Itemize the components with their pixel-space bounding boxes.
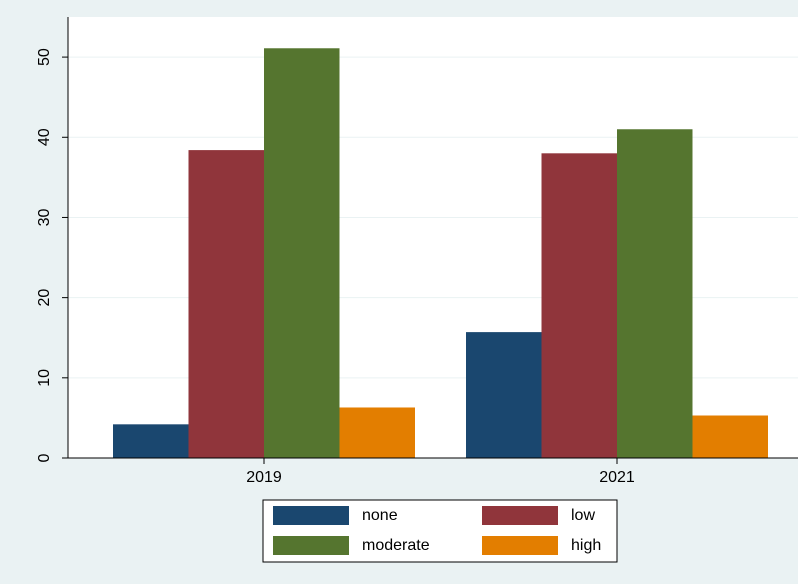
y-tick-label: 20 [36, 289, 53, 307]
y-tick-label: 40 [36, 128, 53, 146]
bar [617, 129, 693, 458]
legend-swatch [273, 536, 349, 555]
x-tick-label: 2021 [599, 469, 635, 486]
legend-label: high [571, 537, 601, 554]
legend-label: none [362, 507, 398, 524]
legend-label: low [571, 507, 595, 524]
y-tick-label: 50 [36, 48, 53, 66]
legend-swatch [482, 506, 558, 525]
bar [264, 48, 340, 459]
legend-label: moderate [362, 537, 430, 554]
bar [466, 332, 542, 458]
bar [113, 424, 189, 458]
x-tick-label: 2019 [246, 469, 282, 486]
bar [541, 153, 617, 459]
y-tick-label: 30 [36, 208, 53, 226]
bar [188, 150, 264, 459]
bar [692, 415, 768, 458]
y-tick-label: 10 [36, 369, 53, 387]
legend-swatch [482, 536, 558, 555]
bar [339, 407, 415, 458]
y-tick-label: 0 [36, 453, 53, 462]
legend-swatch [273, 506, 349, 525]
